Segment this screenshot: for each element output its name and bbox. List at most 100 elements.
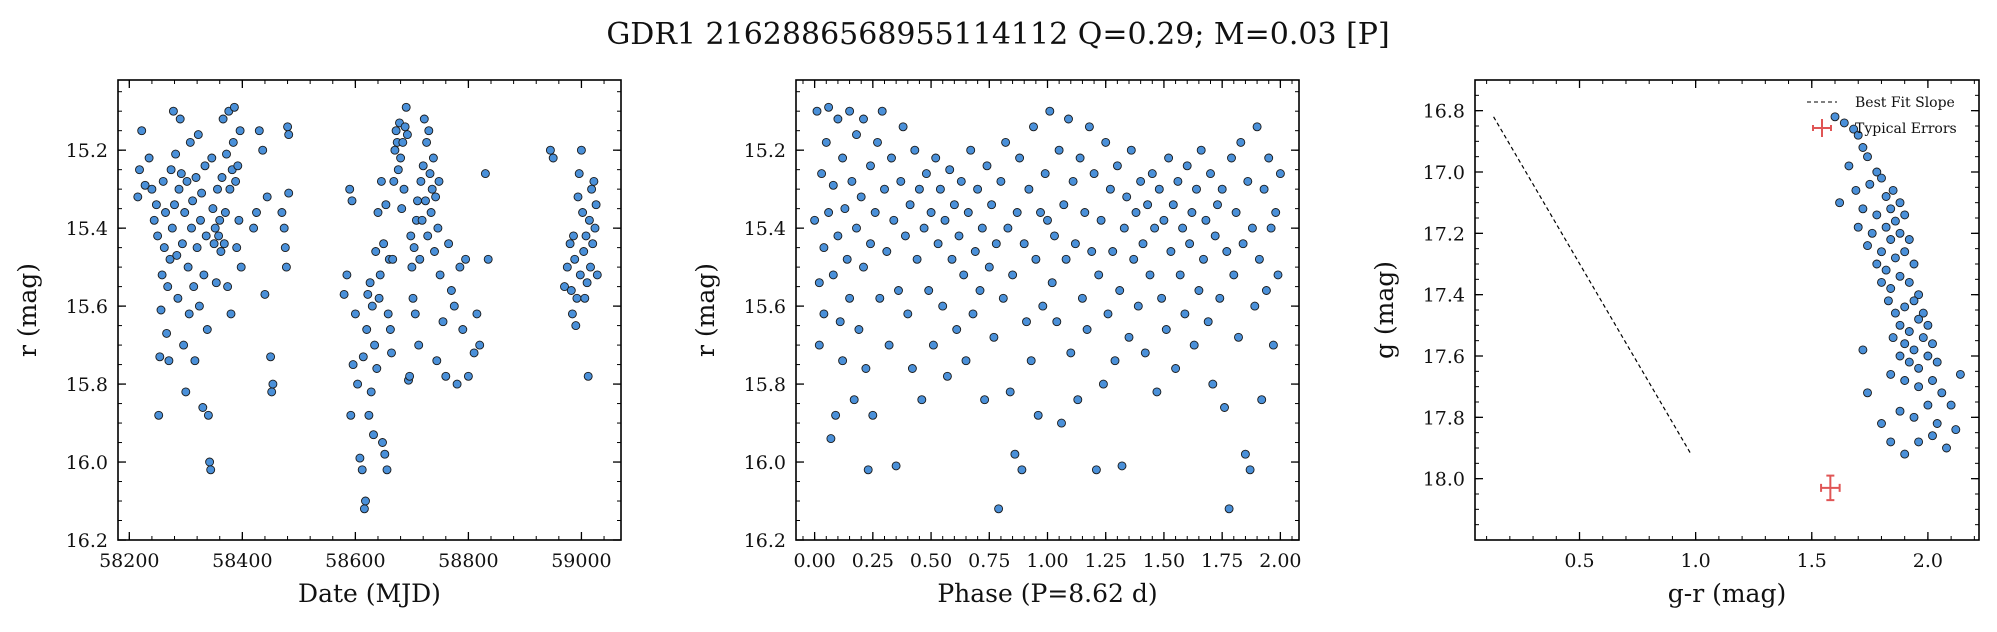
data-point (875, 293, 885, 303)
data-point (435, 270, 445, 280)
data-point (188, 196, 198, 206)
data-point (1150, 223, 1160, 233)
data-point (345, 184, 355, 194)
data-point (1895, 271, 1905, 281)
data-point (1900, 449, 1910, 459)
data-point (1932, 357, 1942, 367)
data-point (371, 247, 381, 256)
data-point (1203, 317, 1213, 327)
data-point (1175, 270, 1185, 280)
data-point (380, 449, 390, 459)
data-point (254, 126, 264, 136)
data-point (567, 309, 577, 319)
data-point (408, 293, 418, 303)
data-point (1886, 437, 1896, 447)
data-point (483, 254, 493, 264)
data-point (583, 371, 593, 381)
data-point (342, 270, 352, 280)
data-point (1909, 412, 1919, 422)
data-point (898, 122, 908, 132)
legend-label-best-fit: Best Fit Slope (1855, 95, 1955, 111)
data-point (196, 215, 205, 225)
data-point (137, 126, 147, 136)
data-point (1835, 198, 1845, 208)
panel-lightcurve-phase: 0.00 0.25 0.50 0.75 1.00 1.25 1.50 1.75 2.00 15.2… (691, 79, 1302, 608)
data-point (396, 153, 406, 163)
data-point (970, 247, 980, 256)
data-point (210, 223, 220, 233)
data-point (894, 286, 903, 295)
data-point (866, 161, 875, 171)
y-tick-label: 16.0 (744, 452, 786, 474)
data-point (852, 130, 861, 140)
data-point (194, 301, 204, 311)
data-point (863, 465, 873, 475)
data-point (284, 130, 294, 140)
data-point (410, 309, 420, 319)
data-point (868, 410, 878, 420)
data-point (217, 173, 227, 182)
data-point (1231, 208, 1241, 217)
data-point (1245, 465, 1255, 475)
data-point (1073, 395, 1083, 405)
data-point (430, 247, 439, 256)
data-point (407, 262, 417, 272)
data-point (1131, 208, 1141, 217)
data-point (854, 325, 864, 334)
data-point (1900, 339, 1910, 349)
data-point (200, 161, 210, 171)
data-point (1059, 200, 1069, 210)
data-point (1222, 247, 1232, 256)
data-point (1096, 215, 1106, 225)
data-point (980, 395, 990, 405)
data-point (427, 184, 437, 194)
data-point (1254, 254, 1264, 264)
data-point (1152, 387, 1162, 397)
data-point (1247, 223, 1257, 233)
data-point (434, 176, 444, 186)
data-point (1886, 284, 1896, 293)
data-point (367, 301, 377, 311)
data-point (1928, 431, 1937, 441)
data-point (845, 293, 855, 303)
data-point (382, 465, 392, 475)
data-point (914, 184, 924, 194)
data-point (1036, 208, 1045, 217)
data-point (390, 145, 400, 155)
data-point (588, 239, 598, 249)
data-point (161, 208, 170, 217)
data-point (424, 126, 434, 136)
data-point (149, 215, 159, 225)
x-tick-label: 0.5 (1564, 550, 1594, 572)
data-point (1890, 216, 1900, 226)
data-point (856, 192, 866, 202)
data-point (910, 145, 920, 155)
data-point (1881, 265, 1891, 275)
y-tick-label: 15.4 (66, 218, 108, 240)
data-point (1250, 301, 1260, 311)
data-point (1089, 169, 1099, 179)
data-point (1849, 124, 1859, 134)
data-point (819, 309, 829, 319)
data-point (931, 153, 941, 163)
data-point (1904, 235, 1914, 244)
y-tick-label: 17.2 (1423, 223, 1465, 245)
y-tick-label: 15.2 (66, 140, 108, 162)
data-point (1101, 137, 1111, 147)
data-point (1909, 259, 1919, 269)
data-point (381, 200, 391, 210)
data-point (353, 379, 363, 389)
data-point (905, 200, 915, 210)
data-point (589, 176, 599, 186)
data-point (1273, 270, 1283, 280)
data-point (1061, 254, 1071, 264)
data-point (912, 254, 922, 264)
data-point (374, 293, 384, 303)
data-point (1126, 145, 1136, 155)
x-axis-label: Phase (P=8.62 d) (937, 579, 1157, 608)
data-point (1259, 184, 1269, 194)
data-point (1057, 418, 1066, 428)
data-point (205, 457, 215, 467)
data-point (1227, 153, 1236, 163)
data-point (1019, 239, 1029, 249)
